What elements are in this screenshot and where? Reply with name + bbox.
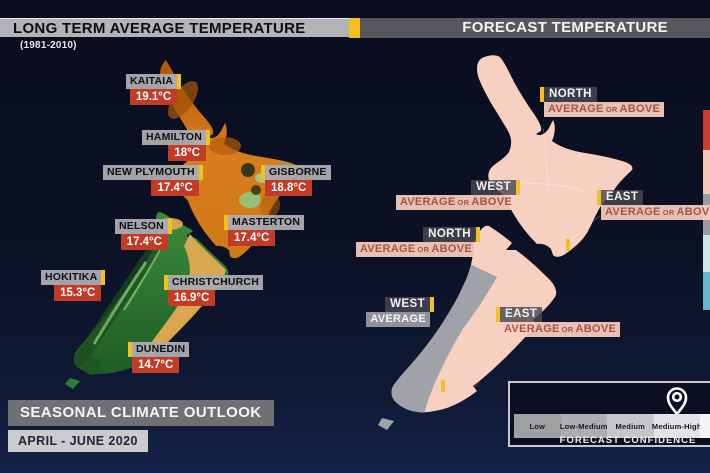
region-name: NORTH: [423, 227, 476, 242]
tick-marker-icon: [476, 227, 480, 242]
tick-marker-icon: [164, 275, 168, 290]
station-nelson: NELSON 17.4°C: [115, 219, 172, 250]
tick-marker-icon: [516, 180, 520, 195]
station-temp: 14.7°C: [132, 357, 180, 373]
region-forecast: AVERAGE: [366, 312, 430, 327]
tick-marker-icon: [101, 270, 106, 285]
tick-marker-icon: [430, 297, 434, 312]
tick-marker-icon: [496, 307, 500, 322]
tick-marker-icon: [261, 165, 265, 180]
station-name: HAMILTON: [142, 130, 207, 145]
station-temp: 17.4°C: [228, 230, 276, 246]
region-name: WEST: [385, 297, 430, 312]
station-name: HOKITIKA: [41, 270, 102, 285]
station-name: NEW PLYMOUTH: [103, 165, 199, 180]
station-name: CHRISTCHURCH: [168, 275, 263, 290]
tick-marker: [566, 239, 570, 251]
tick-marker-icon: [540, 87, 544, 102]
right-map-title: FORECAST TEMPERATURE: [360, 18, 710, 38]
program-title: SEASONAL CLIMATE OUTLOOK: [8, 400, 274, 426]
confidence-scale: Low Low-Medium Medium Medium-High High: [514, 414, 710, 438]
station-temp: 17.4°C: [151, 180, 199, 196]
station-gisborne: GISBORNE 18.8°C: [261, 165, 331, 196]
station-temp: 16.9°C: [168, 290, 216, 306]
station-christchurch: CHRISTCHURCH 16.9°C: [164, 275, 263, 306]
station-temp: 17.4°C: [120, 234, 168, 250]
confidence-title: FORECAST CONFIDENCE: [559, 435, 697, 446]
station-name: KAITAIA: [126, 74, 178, 89]
station-hokitika: HOKITIKA 15.3°C: [41, 270, 106, 301]
confidence-level-medium: Medium: [607, 414, 654, 438]
region-north-north-island: NORTH AVERAGE OR ABOVE: [540, 87, 665, 117]
region-north-south-island: NORTH AVERAGE OR ABOVE: [355, 227, 480, 257]
left-map-title: LONG TERM AVERAGE TEMPERATURE: [0, 18, 349, 37]
tick-marker-icon: [224, 215, 228, 230]
region-name: EAST: [601, 190, 644, 205]
station-masterton: MASTERTON 17.4°C: [224, 215, 305, 246]
station-hamilton: HAMILTON 18°C: [142, 130, 211, 161]
tick-marker-icon: [597, 190, 601, 205]
region-west-north-island: WEST AVERAGE OR ABOVE: [395, 180, 520, 210]
tick-marker-icon: [128, 342, 132, 357]
header-accent-bar: [349, 18, 360, 38]
left-map-subtitle: (1981-2010): [20, 40, 77, 51]
average-temperature-map: [65, 60, 300, 389]
station-name: MASTERTON: [228, 215, 305, 230]
station-temp: 18°C: [168, 145, 207, 161]
confidence-level-low: Low: [514, 414, 561, 438]
confidence-level-medium-high: Medium-High: [652, 414, 701, 438]
station-name: GISBORNE: [265, 165, 331, 180]
station-temp: 18.8°C: [265, 180, 313, 196]
station-name: NELSON: [115, 219, 168, 234]
station-new-plymouth: NEW PLYMOUTH 17.4°C: [103, 165, 203, 196]
station-name: DUNEDIN: [132, 342, 190, 357]
region-name: EAST: [500, 307, 543, 322]
forecast-period: APRIL - JUNE 2020: [8, 430, 148, 452]
confidence-level-low-medium: Low-Medium: [560, 414, 607, 438]
tick-marker-icon: [177, 74, 182, 89]
station-temp: 19.1°C: [129, 89, 178, 105]
region-name: NORTH: [544, 87, 597, 102]
region-west-south-island: WEST AVERAGE: [366, 297, 434, 327]
tick-marker: [441, 380, 445, 392]
tick-marker-icon: [167, 219, 172, 234]
forecast-confidence-legend: Low Low-Medium Medium Medium-High High F…: [508, 381, 710, 447]
confidence-level-high: High: [700, 414, 710, 438]
station-dunedin: DUNEDIN 14.7°C: [128, 342, 190, 373]
region-east-south-island: EAST AVERAGE OR ABOVE: [496, 307, 621, 337]
region-name: WEST: [471, 180, 516, 195]
tick-marker-icon: [206, 130, 211, 145]
station-kaitaia: KAITAIA 19.1°C: [126, 74, 182, 105]
station-temp: 15.3°C: [54, 285, 102, 301]
confidence-pin-icon: [662, 381, 692, 422]
tick-marker-icon: [198, 165, 203, 180]
